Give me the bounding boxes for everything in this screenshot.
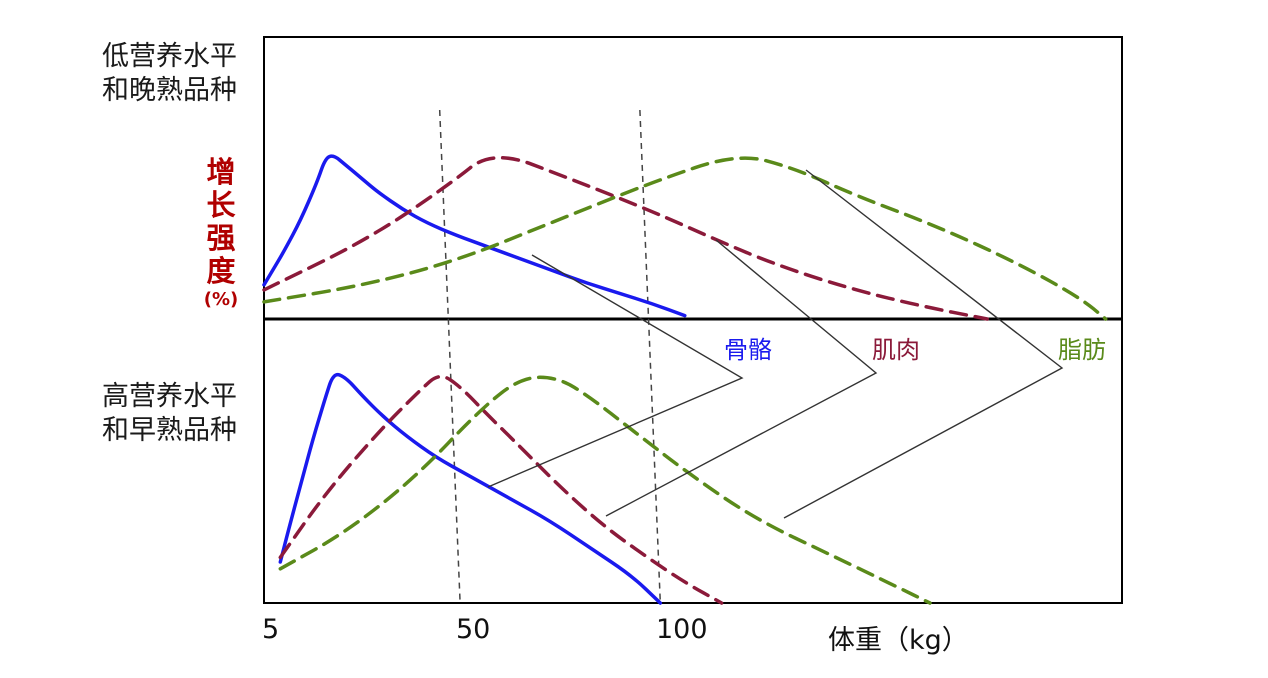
reference-line [639,109,662,604]
y-axis-label-char: 增 [206,155,236,189]
reference-line [438,109,461,604]
series-muscle-high [278,374,724,605]
y-axis-unit: (%) [203,289,239,310]
x-axis-title: 体重（kg） [828,625,969,656]
y-axis-label-char: 强 [206,221,236,255]
legend-label-bone: 骨骼 [724,336,772,364]
series-fat-high [278,375,932,605]
leader-line-muscle [605,239,878,517]
panel-label-line: 和晚熟品种 [102,75,237,106]
y-axis-label-char: 度 [206,254,236,288]
panel-label-line: 和早熟品种 [102,415,237,446]
series-muscle-low [262,155,989,321]
legend-label-muscle: 肌肉 [872,336,920,364]
panel-label-line: 高营养水平 [102,381,237,412]
series-bone-high [278,372,663,605]
x-tick-label: 50 [456,614,491,645]
legend-label-fat: 脂肪 [1058,336,1106,364]
x-tick-label: 100 [656,614,708,645]
leader-line-fat [783,169,1064,519]
panel-label-line: 低营养水平 [102,41,237,72]
y-axis-label: 增 长 强 度 (%) [198,156,244,312]
series-fat-low [262,156,1108,321]
panel-label-low-nutrition: 低营养水平 和晚熟品种 [102,40,237,108]
y-axis-label-char: 长 [206,188,236,222]
panel-label-high-nutrition: 高营养水平 和早熟品种 [102,380,237,448]
x-tick-label: 5 [262,614,280,645]
leader-line-bone [487,254,744,488]
